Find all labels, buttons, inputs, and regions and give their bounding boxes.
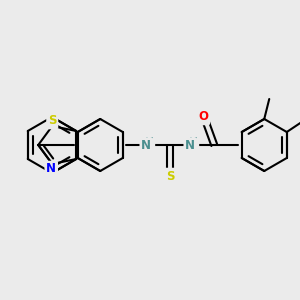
Text: H: H xyxy=(145,137,154,147)
Text: O: O xyxy=(198,110,208,124)
Text: H: H xyxy=(189,137,198,147)
Text: S: S xyxy=(166,169,175,182)
Text: N: N xyxy=(185,139,195,152)
Text: N: N xyxy=(46,163,56,176)
Text: N: N xyxy=(141,139,151,152)
Text: S: S xyxy=(48,115,56,128)
